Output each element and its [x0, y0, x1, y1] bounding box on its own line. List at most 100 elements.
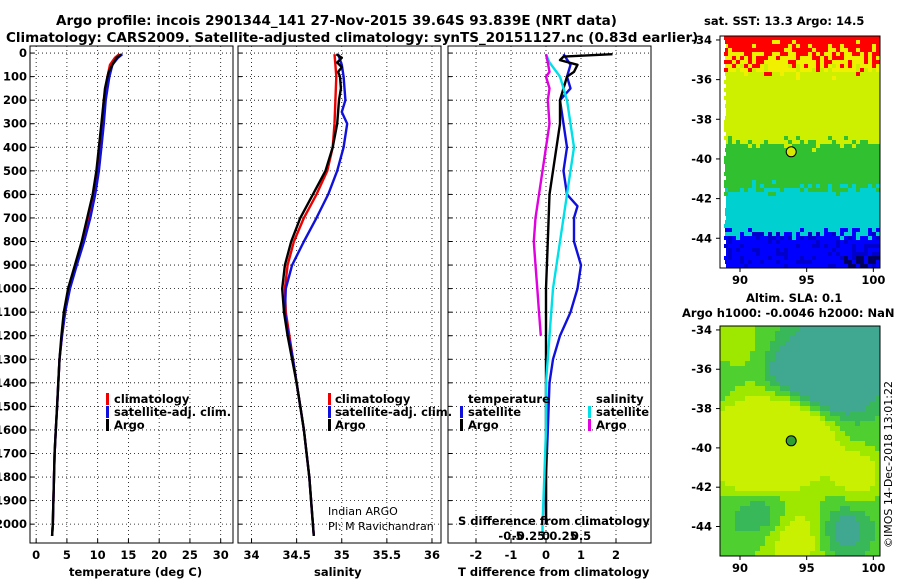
sst-map-cell: [832, 204, 836, 208]
legend-swatch-s-argo: [588, 419, 591, 431]
sst-map-cell: [780, 40, 784, 44]
sst-map-cell: [812, 212, 816, 216]
sst-map-cell: [808, 252, 812, 256]
sst-map-cell: [860, 252, 864, 256]
sst-map-cell: [768, 104, 772, 108]
sst-map-cell: [740, 136, 744, 140]
sst-map-cell: [764, 88, 768, 92]
sla-map-cell: [800, 441, 805, 446]
sla-map-cell: [870, 366, 875, 371]
sst-map-cell: [752, 76, 756, 80]
sst-map-cell: [760, 104, 764, 108]
sst-map-gap: [720, 232, 725, 236]
sst-map-cell: [836, 56, 840, 60]
sla-map-cell: [835, 521, 840, 526]
sst-map-cell: [800, 164, 804, 168]
sst-map-cell: [808, 68, 812, 72]
sst-map-cell: [820, 260, 824, 264]
sla-map-cell: [820, 531, 825, 536]
sla-map-cell: [810, 331, 815, 336]
sst-map-cell: [832, 36, 836, 40]
sst-map-cell: [852, 136, 856, 140]
sst-map-cell: [812, 120, 816, 124]
sla-map-cell: [800, 396, 805, 401]
sst-map-cell: [788, 44, 792, 48]
sst-map-cell: [800, 208, 804, 212]
sla-map-cell: [835, 446, 840, 451]
sst-map-cell: [808, 172, 812, 176]
sst-map-cell: [808, 180, 812, 184]
sst-map-cell: [808, 212, 812, 216]
profile-line-s-argo: [532, 53, 551, 336]
sla-map-cell: [860, 416, 865, 421]
sst-map-cell: [788, 92, 792, 96]
sst-map-cell: [860, 260, 864, 264]
sst-map-cell: [728, 76, 732, 80]
sla-map-cell: [765, 541, 770, 546]
sst-map-cell: [860, 128, 864, 132]
sst-map-cell: [740, 160, 744, 164]
sst-map-cell: [728, 204, 732, 208]
sla-map-cell: [775, 456, 780, 461]
sla-map-cell: [780, 401, 785, 406]
sla-map-cell: [810, 506, 815, 511]
sla-map-cell: [740, 536, 745, 541]
sst-map-cell: [820, 172, 824, 176]
sla-map-cell: [875, 366, 880, 371]
sst-map-cell: [828, 192, 832, 196]
sla-map-cell: [750, 371, 755, 376]
sst-map-cell: [744, 252, 748, 256]
sla-map-cell: [820, 436, 825, 441]
sla-map-cell: [860, 516, 865, 521]
sla-map-cell: [855, 371, 860, 376]
sla-map-cell: [840, 361, 845, 366]
sla-map-cell: [805, 376, 810, 381]
sla-map-cell: [790, 331, 795, 336]
sst-map-cell: [848, 120, 852, 124]
sst-map-cell: [764, 120, 768, 124]
sst-map-cell: [812, 92, 816, 96]
sst-map-cell: [744, 184, 748, 188]
sla-map-cell: [850, 461, 855, 466]
sst-map-cell: [752, 168, 756, 172]
sst-map-cell: [816, 240, 820, 244]
sla-map-cell: [765, 501, 770, 506]
sla-map-cell: [745, 426, 750, 431]
sst-map-cell: [848, 76, 852, 80]
sst-map-cell: [796, 232, 800, 236]
sla-map-cell: [870, 451, 875, 456]
sla-map-cell: [800, 501, 805, 506]
sst-map-cell: [768, 112, 772, 116]
sla-map-cell: [785, 381, 790, 386]
sst-map-cell: [844, 44, 848, 48]
sst-map-cell: [804, 256, 808, 260]
sst-map-cell: [792, 136, 796, 140]
sla-map-cell: [855, 341, 860, 346]
sst-map-cell: [740, 92, 744, 96]
sst-map-cell: [876, 184, 880, 188]
sla-map-cell: [780, 351, 785, 356]
sst-map-gap: [720, 244, 724, 248]
sst-map-cell: [760, 152, 764, 156]
sst-map-cell: [872, 112, 876, 116]
sst-map-cell: [760, 84, 764, 88]
sst-map-cell: [772, 72, 776, 76]
sst-map-cell: [788, 240, 792, 244]
sst-map-cell: [776, 196, 780, 200]
sst-map-cell: [740, 44, 744, 48]
sst-map-cell: [808, 240, 812, 244]
sla-map-cell: [840, 541, 845, 546]
sst-map-cell: [768, 164, 772, 168]
sla-map-cell: [765, 326, 770, 331]
sla-map-cell: [865, 531, 870, 536]
sla-map-cell: [775, 471, 780, 476]
sla-map-cell: [765, 356, 770, 361]
sst-map-cell: [736, 248, 740, 252]
sst-map-cell: [808, 88, 812, 92]
sst-map-cell: [812, 240, 816, 244]
sla-map-cell: [850, 431, 855, 436]
sst-map-cell: [768, 248, 772, 252]
sst-map-gap: [720, 260, 725, 264]
sla-map-cell: [835, 461, 840, 466]
sst-map-cell: [744, 112, 748, 116]
